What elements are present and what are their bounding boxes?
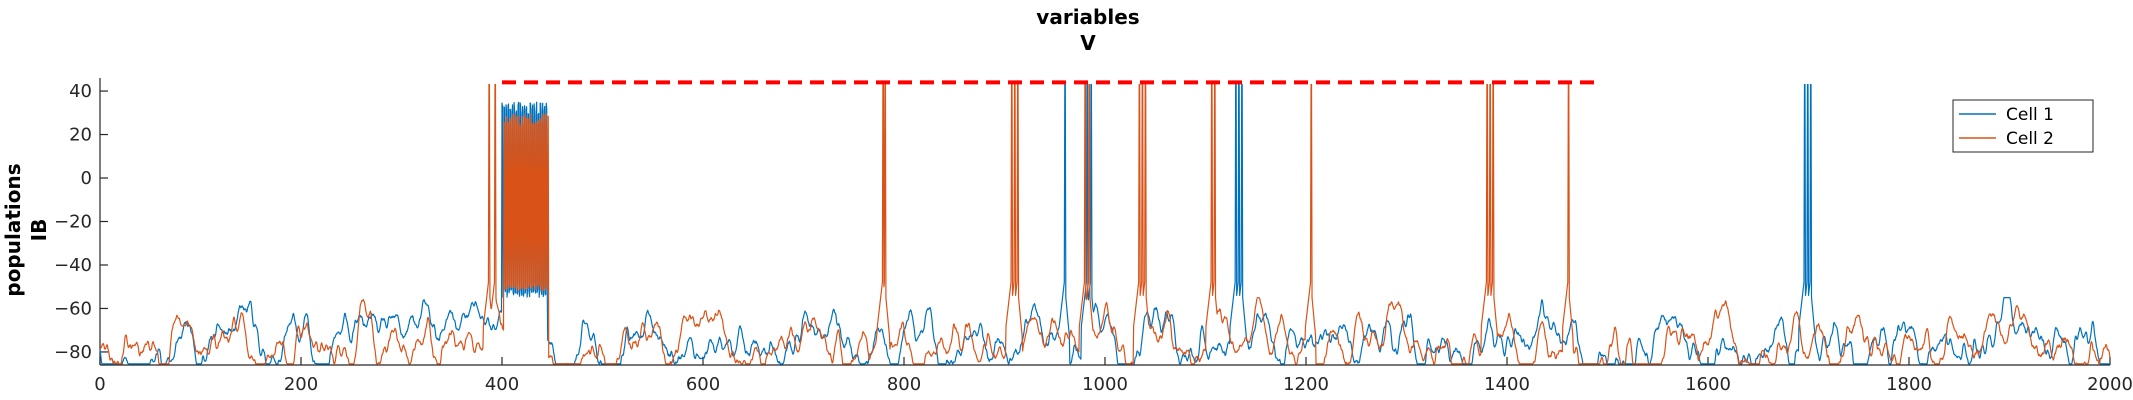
y-tick-label: 20 xyxy=(69,125,92,146)
legend-label-cell-1: Cell 1 xyxy=(2006,105,2054,125)
x-tick-label: 1000 xyxy=(1082,374,1128,395)
y-tick-label: −40 xyxy=(54,255,92,276)
x-tick-label: 1600 xyxy=(1685,374,1731,395)
x-ticks: 0 200 400 600 800 1000 1200 1400 1600 1800 2000 xyxy=(94,357,2133,395)
plot-area: 0 200 400 600 800 1000 1200 1400 1600 1800 2000 −8… xyxy=(54,78,2133,395)
legend: Cell 1 Cell 2 xyxy=(1952,99,2094,153)
x-tick-label: 800 xyxy=(887,374,921,395)
y-tick-label: 40 xyxy=(69,81,92,102)
y-ticks: −80 −60 −40 −20 0 20 40 xyxy=(54,81,108,363)
y-tick-label: −20 xyxy=(54,212,92,233)
title-line-2: V xyxy=(1080,31,1096,55)
x-tick-label: 200 xyxy=(284,374,318,395)
x-tick-label: 400 xyxy=(485,374,519,395)
ylabel-line-1: populations xyxy=(1,163,25,296)
ylabel-line-2: IB xyxy=(27,219,51,242)
chart-title: variables V xyxy=(1036,5,1139,55)
y-tick-label: 0 xyxy=(81,168,92,189)
y-tick-label: −80 xyxy=(54,342,92,363)
x-tick-label: 2000 xyxy=(2087,374,2133,395)
series-line-cell-1 xyxy=(99,83,2111,365)
y-tick-label: −60 xyxy=(54,298,92,319)
x-tick-label: 1400 xyxy=(1484,374,1530,395)
x-tick-label: 0 xyxy=(94,374,105,395)
x-tick-label: 1800 xyxy=(1886,374,1932,395)
y-axis-label: populations IB xyxy=(1,163,51,296)
series-layer xyxy=(99,83,2111,365)
legend-label-cell-2: Cell 2 xyxy=(2006,129,2054,149)
series-line-cell-2 xyxy=(99,83,2111,365)
x-tick-label: 600 xyxy=(686,374,720,395)
title-line-1: variables xyxy=(1036,5,1139,29)
x-tick-label: 1200 xyxy=(1283,374,1329,395)
legend-box xyxy=(1952,99,2094,153)
